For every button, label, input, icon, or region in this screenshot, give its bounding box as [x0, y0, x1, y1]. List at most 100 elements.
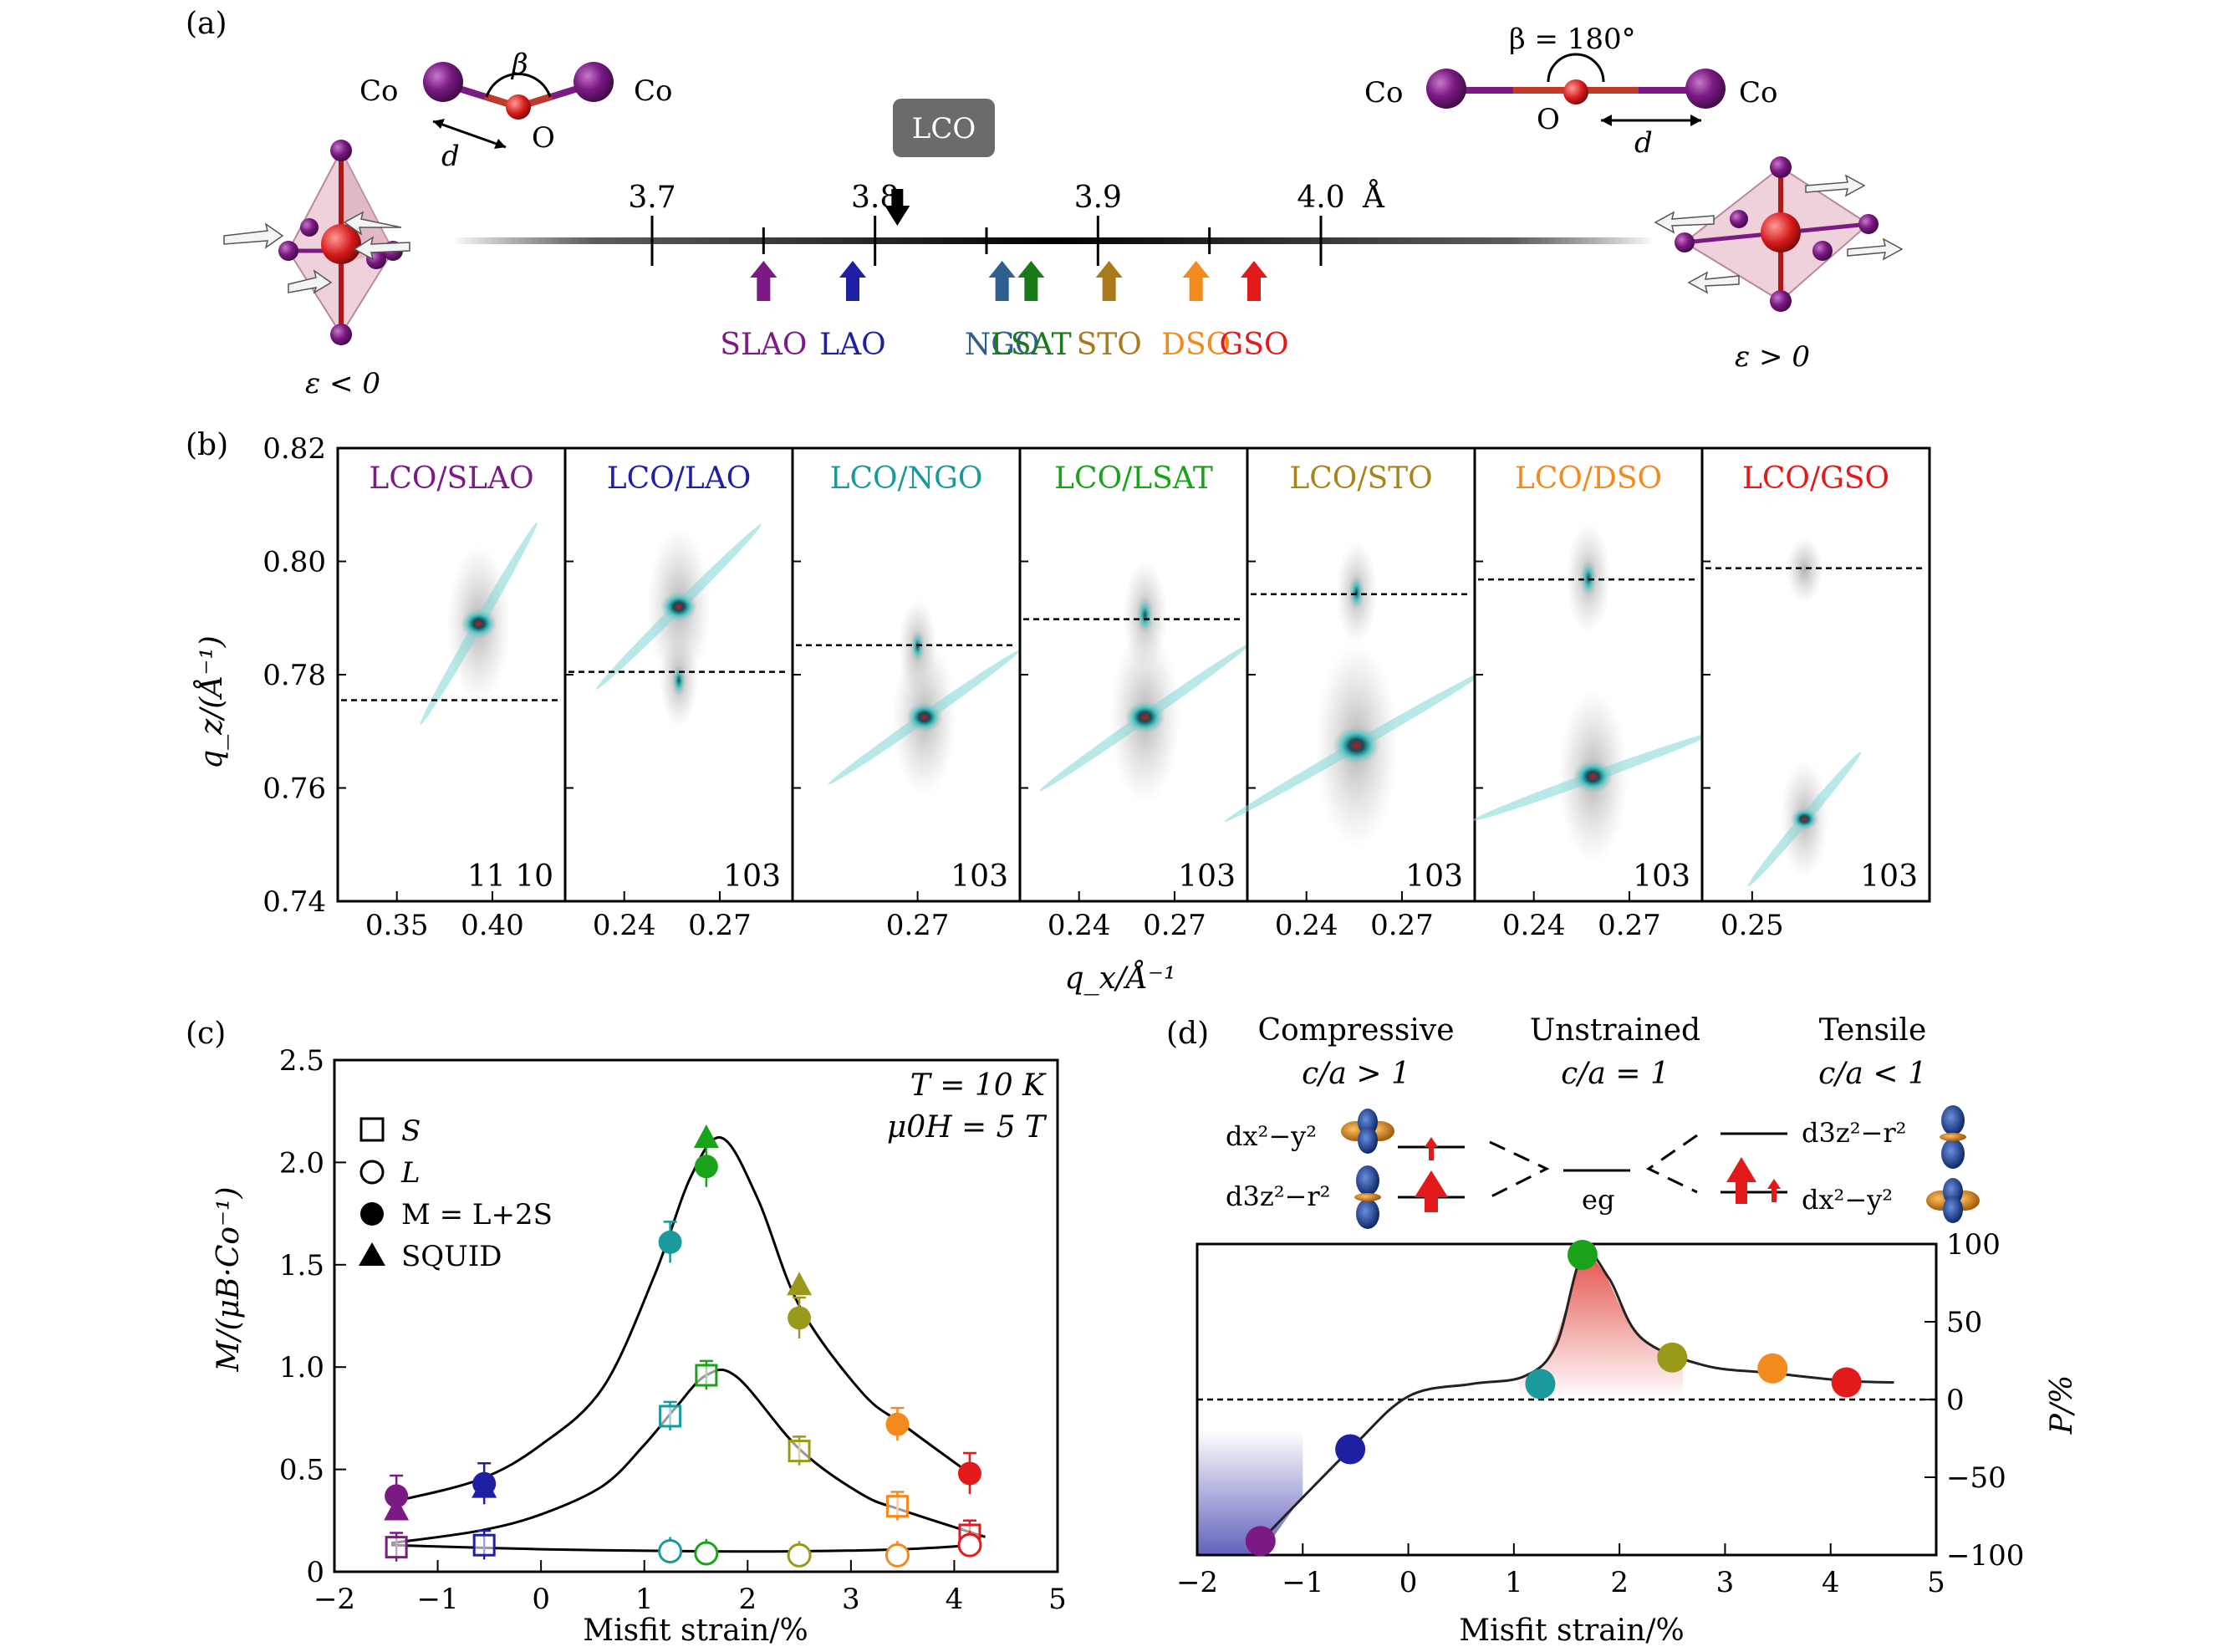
panel-label-c: (c) [186, 1017, 226, 1051]
unstrained-label: Unstrained [1530, 1013, 1700, 1048]
polarization-x-tick-label: 0 [1399, 1566, 1418, 1599]
rsm-subplot: LCO/STO 103 0.24 0.27 [1222, 448, 1491, 942]
polarization-x-tick-label: −2 [1176, 1566, 1218, 1599]
compressive-label: Compressive [1257, 1013, 1454, 1048]
polarization-y-tick-label: −100 [1946, 1539, 2024, 1573]
polarization-x-tick-label: 1 [1505, 1566, 1523, 1599]
rsm-y-axis: 0.82 0.80 0.78 0.76 0.74 [263, 432, 326, 919]
rsm-subplot: LCO/GSO 103 0.25 [1702, 448, 1930, 942]
co-label-right-1: Co [1364, 76, 1403, 110]
rsm-peak [672, 665, 686, 696]
rsm-x-tick-label: 0.24 [1275, 909, 1338, 942]
scale-tick-label: 3.7 [628, 181, 675, 215]
moment-y-tick-label: 0 [306, 1556, 324, 1589]
rsm-subplot-title: LCO/SLAO [369, 461, 533, 496]
orbital-moment-point [886, 1544, 908, 1566]
co-label-right-2: Co [1739, 76, 1777, 110]
rsm-x-axis-label: q_x/Å⁻¹ [1065, 961, 1176, 996]
rsm-subplot-title: LCO/NGO [830, 461, 983, 496]
moment-x-tick-label: 0 [532, 1583, 550, 1616]
moment-x-tick-label: −1 [417, 1583, 459, 1616]
d-label-right: d [1634, 126, 1653, 160]
rsm-y-axis-label: q_z/(Å⁻¹) [194, 635, 229, 769]
polarization-point [1335, 1435, 1365, 1465]
rsm-x-tick-label: 0.35 [365, 909, 429, 942]
rsm-reflection-label: 103 [1633, 859, 1690, 894]
polarization-x-tick-label: 4 [1822, 1566, 1840, 1599]
substrate-arrow-icon [750, 261, 777, 301]
temperature-annotation: T = 10 K [910, 1068, 1047, 1103]
substrate-arrow-icon [989, 261, 1016, 301]
substrate-arrow-icon [1241, 261, 1267, 301]
panel-c: (c) −2 −1 0 1 2 3 4 5 0 0.5 1.0 1.5 2.0 2.5 SL M = L+2… [186, 1017, 1067, 1648]
rsm-x-tick-label: 0.27 [1143, 909, 1206, 942]
rsm-peak [461, 609, 497, 639]
panel-b: (b) LCO/SLAO 11 10 0.35 0.40 LCO/LAO 103 0.24 0… [186, 428, 1930, 996]
legend-entry-label: L [400, 1156, 421, 1190]
moment-y-tick-label: 1.0 [279, 1351, 324, 1384]
substrate-arrow-icon [839, 261, 866, 301]
substrate-arrow-icon [1183, 261, 1210, 301]
legend-triangle-icon [359, 1242, 385, 1266]
moment-fit-curve [391, 1137, 970, 1502]
panel-label-d: (d) [1166, 1017, 1209, 1051]
moment-y-tick-label: 0.5 [279, 1454, 324, 1487]
rsm-x-tick-label: 0.27 [1598, 909, 1661, 942]
legend-square-icon [361, 1119, 383, 1140]
scale-tick-label: 3.9 [1074, 181, 1122, 215]
legend-entry-label: S [401, 1114, 421, 1148]
eg-label: eg [1582, 1184, 1614, 1216]
octahedron-tensile-illustration [1655, 156, 1902, 312]
polarization-point [1757, 1354, 1787, 1384]
polarization-point [1657, 1343, 1687, 1373]
polarization-x-tick-label: −1 [1282, 1566, 1323, 1599]
rsm-y-tick-label: 0.78 [263, 659, 326, 692]
polarization-y-tick-label: 100 [1946, 1228, 2001, 1262]
rsm-subplot: LCO/LAO 103 0.24 0.27 [565, 448, 793, 942]
polarization-point [1246, 1526, 1276, 1556]
polarization-x-tick-label: 3 [1716, 1566, 1735, 1599]
orbital-label-x2y2-left: dx²−y² [1226, 1120, 1317, 1152]
polarization-x-tick-label: 2 [1610, 1566, 1629, 1599]
beta-label-right: β = 180° [1509, 23, 1636, 56]
substrate-label: STO [1077, 328, 1142, 362]
co-label-left-2: Co [634, 74, 672, 108]
total-moment-point [788, 1306, 811, 1329]
spin-moment-point [386, 1537, 406, 1558]
rsm-y-tick-label: 0.80 [263, 546, 326, 579]
scale-unit-label: Å [1362, 180, 1385, 215]
rsm-peak [910, 630, 925, 662]
rsm-reflection-label: 103 [951, 859, 1008, 894]
polarization-x-axis-label: Misfit strain/% [1459, 1614, 1684, 1648]
lco-badge-label: LCO [912, 112, 976, 145]
rsm-reflection-label: 11 10 [467, 859, 553, 894]
rsm-y-tick-label: 0.76 [263, 772, 326, 806]
orbital-moment-point [660, 1541, 681, 1563]
orbital-moment-point [788, 1544, 810, 1566]
orbital-moment-point [959, 1534, 981, 1556]
moment-y-axis-label: M/(μB·Co⁻¹) [212, 1186, 246, 1372]
rsm-x-tick-label: 0.40 [461, 909, 524, 942]
total-moment-point [659, 1231, 682, 1254]
rsm-reflection-label: 103 [1860, 859, 1918, 894]
strain-label-left: ε < 0 [305, 367, 380, 400]
o-label-left: O [532, 121, 555, 155]
rsm-subplot-title: LCO/STO [1289, 461, 1432, 496]
total-moment-point [385, 1484, 408, 1507]
polarization-point [1525, 1369, 1555, 1399]
rsm-peak [1333, 726, 1380, 765]
polarization-y-tick-label: −50 [1946, 1461, 2006, 1495]
rsm-peak [1580, 559, 1597, 597]
rsm-peak [660, 592, 697, 622]
rsm-subplot-title: LCO/LAO [607, 461, 752, 496]
substrate-label: SLAO [720, 328, 807, 362]
rsm-y-tick-label: 0.82 [263, 432, 326, 466]
unstrained-ratio: c/a = 1 [1561, 1057, 1670, 1091]
rsm-x-tick-label: 0.25 [1721, 909, 1784, 942]
polarization-point [1832, 1368, 1862, 1398]
moment-y-tick-label: 2.0 [279, 1146, 324, 1180]
panel-d: (d) Compressive c/a > 1 Unstrained c/a =… [1166, 1013, 2079, 1648]
rsm-subplot: LCO/DSO1030.24 0.27 [1471, 448, 1716, 942]
rsm-subplot-title: LCO/LSAT [1054, 461, 1213, 496]
